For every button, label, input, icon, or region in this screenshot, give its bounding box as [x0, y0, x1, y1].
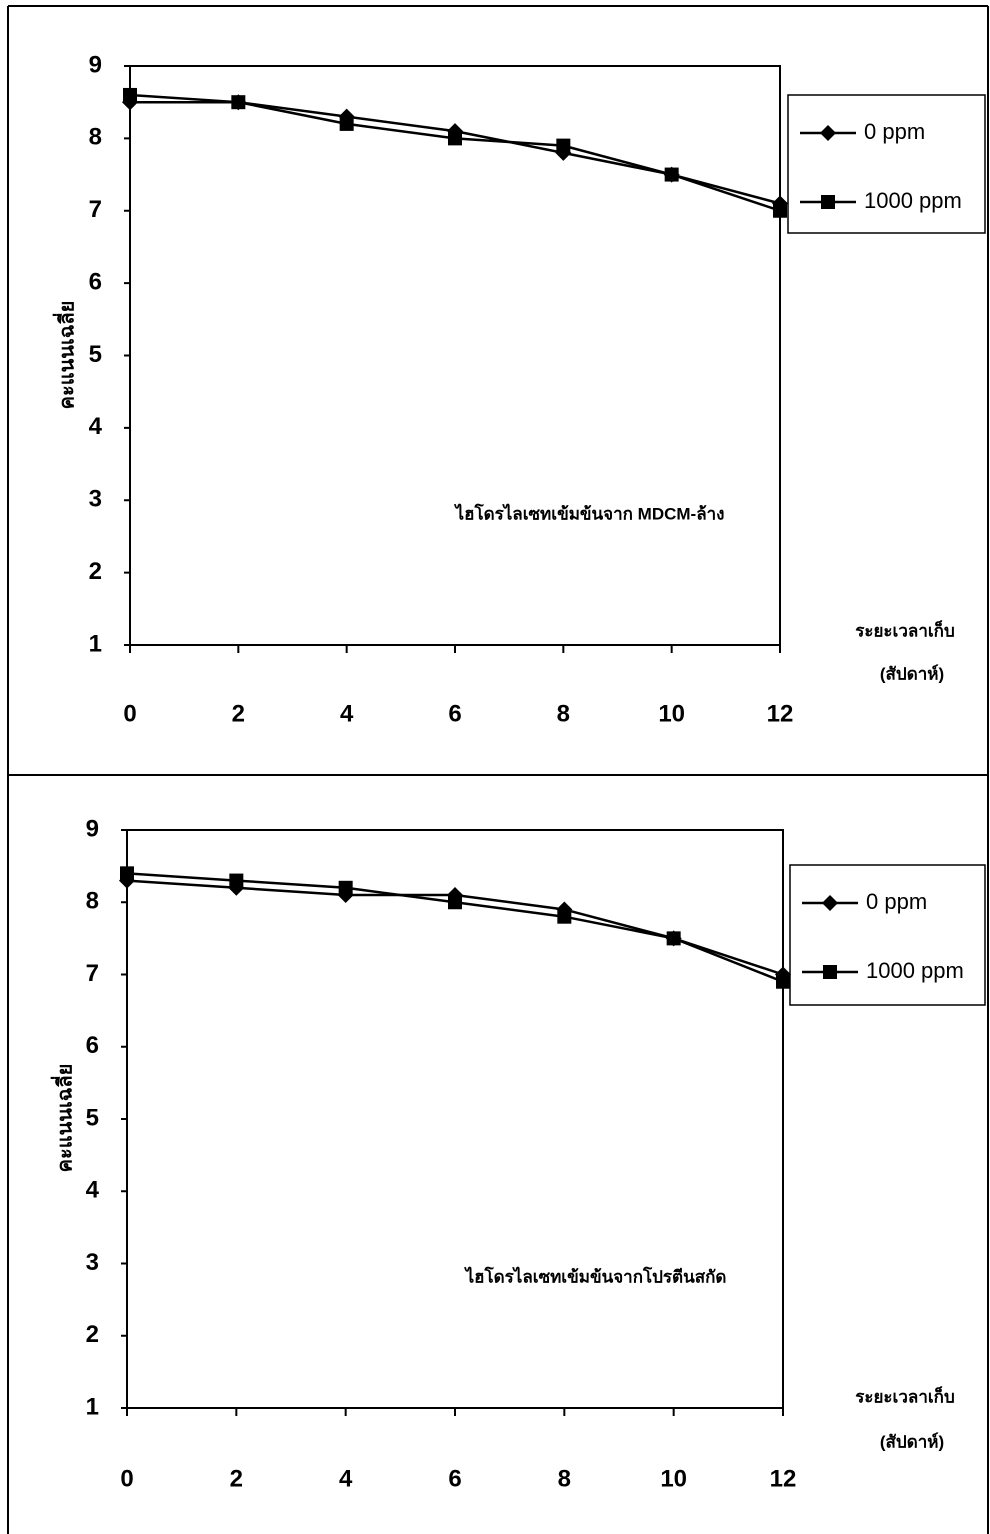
legend-label: 1000 ppm	[864, 188, 962, 213]
marker	[448, 895, 462, 909]
legend-marker	[821, 195, 835, 209]
x-tick-label: 8	[558, 1465, 571, 1492]
x-tick-label: 10	[660, 1465, 687, 1492]
y-tick-label: 2	[89, 558, 102, 585]
marker	[556, 139, 570, 153]
marker	[665, 168, 679, 182]
legend-label: 0 ppm	[864, 119, 925, 144]
marker	[773, 204, 787, 218]
x-tick-label: 2	[232, 700, 245, 727]
y-tick-label: 6	[89, 268, 102, 295]
x-axis-label: (สัปดาห์)	[880, 1431, 944, 1451]
y-tick-label: 9	[89, 51, 102, 78]
y-tick-label: 5	[86, 1104, 99, 1131]
legend-label: 0 ppm	[866, 889, 927, 914]
marker	[776, 975, 790, 989]
x-tick-label: 4	[340, 700, 354, 727]
marker	[557, 910, 571, 924]
legend	[790, 865, 985, 1005]
marker	[231, 95, 245, 109]
marker	[120, 866, 134, 880]
y-tick-label: 1	[86, 1393, 99, 1420]
x-axis-label: ระยะเวลาเก็บ	[855, 1384, 955, 1406]
legend-marker	[823, 965, 837, 979]
marker	[123, 88, 137, 102]
marker	[229, 874, 243, 888]
page: 123456789024681012คะแนนเฉลี่ยระยะเวลาเก็…	[0, 0, 990, 1534]
x-tick-label: 0	[120, 1465, 133, 1492]
marker	[448, 131, 462, 145]
y-axis-label: คะแนนเฉลี่ย	[51, 301, 78, 410]
y-tick-label: 9	[86, 815, 99, 842]
x-tick-label: 0	[123, 700, 136, 727]
y-tick-label: 7	[89, 196, 102, 223]
y-tick-label: 4	[86, 1177, 100, 1204]
chart: 123456789024681012คะแนนเฉลี่ยระยะเวลาเก็…	[0, 0, 990, 1534]
y-tick-label: 2	[86, 1321, 99, 1348]
marker	[667, 931, 681, 945]
y-tick-label: 3	[86, 1249, 99, 1276]
x-tick-label: 6	[448, 700, 461, 727]
x-tick-label: 12	[770, 1465, 797, 1492]
annotation: ไฮโดรไลเซทเข้มข้นจาก MDCM-ล้าง	[454, 503, 725, 523]
x-tick-label: 12	[767, 700, 794, 727]
annotation: ไฮโดรไลเซทเข้มข้นจากโปรตีนสกัด	[464, 1266, 727, 1286]
x-tick-label: 10	[658, 700, 685, 727]
y-tick-label: 8	[86, 888, 99, 915]
x-tick-label: 6	[448, 1465, 461, 1492]
marker	[340, 117, 354, 131]
legend-label: 1000 ppm	[866, 958, 964, 983]
x-tick-label: 2	[230, 1465, 243, 1492]
y-axis-label: คะแนนเฉลี่ย	[49, 1064, 76, 1173]
y-tick-label: 3	[89, 486, 102, 513]
y-tick-label: 7	[86, 960, 99, 987]
y-tick-label: 6	[86, 1032, 99, 1059]
y-tick-label: 4	[89, 413, 103, 440]
x-tick-label: 8	[557, 700, 570, 727]
y-tick-label: 1	[89, 630, 102, 657]
y-tick-label: 5	[89, 341, 102, 368]
x-axis-label: ระยะเวลาเก็บ	[855, 618, 955, 640]
y-tick-label: 8	[89, 124, 102, 151]
x-axis-label: (สัปดาห์)	[880, 663, 944, 683]
x-tick-label: 4	[339, 1465, 353, 1492]
marker	[339, 881, 353, 895]
